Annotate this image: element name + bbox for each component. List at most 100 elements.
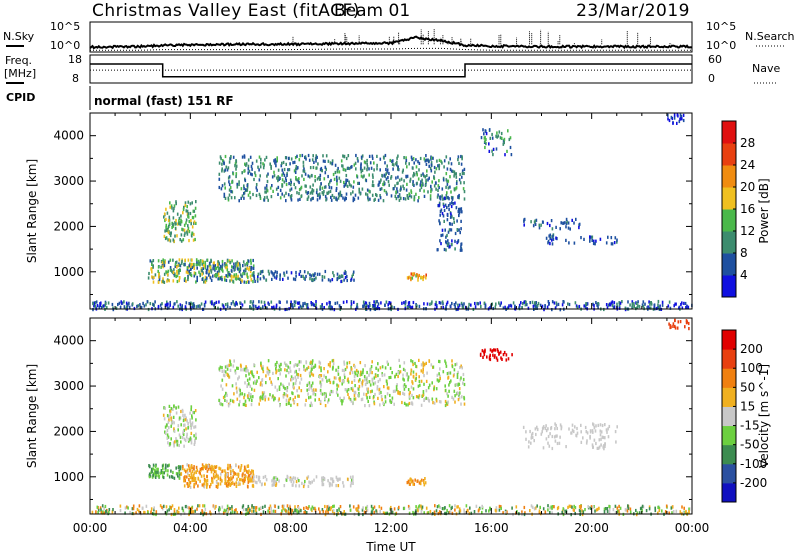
range-cell bbox=[157, 269, 159, 273]
range-cell bbox=[384, 395, 387, 399]
range-cell bbox=[230, 471, 233, 475]
range-cell bbox=[552, 237, 555, 241]
range-cell bbox=[119, 504, 122, 508]
range-cell bbox=[371, 173, 374, 177]
range-cell bbox=[361, 154, 364, 158]
range-cell bbox=[413, 195, 416, 199]
range-cell bbox=[265, 190, 267, 194]
range-cell bbox=[184, 479, 186, 483]
range-cell bbox=[341, 379, 344, 383]
range-cell bbox=[658, 506, 661, 511]
range-cell bbox=[292, 398, 295, 402]
range-cell bbox=[554, 439, 557, 443]
range-cell bbox=[239, 388, 241, 392]
range-cell bbox=[183, 476, 185, 480]
range-cell bbox=[188, 478, 190, 482]
range-cell bbox=[464, 305, 467, 309]
range-cell bbox=[403, 392, 406, 396]
range-cell bbox=[438, 158, 441, 162]
range-cell bbox=[461, 366, 463, 370]
range-cell bbox=[449, 215, 452, 219]
range-cell bbox=[374, 197, 376, 201]
range-cell bbox=[111, 510, 114, 514]
range-cell bbox=[186, 463, 188, 467]
range-cell bbox=[578, 222, 581, 226]
range-cell bbox=[391, 162, 394, 166]
range-cell bbox=[323, 367, 325, 371]
range-cell bbox=[560, 427, 563, 431]
range-cell bbox=[366, 508, 369, 512]
range-cell bbox=[295, 484, 297, 488]
range-cell bbox=[147, 511, 149, 515]
range-cell bbox=[259, 398, 262, 402]
range-cell bbox=[595, 424, 597, 428]
range-cell bbox=[385, 177, 388, 181]
range-cell bbox=[674, 324, 676, 329]
range-cell bbox=[231, 190, 234, 194]
range-cell bbox=[129, 510, 131, 515]
range-cell bbox=[335, 175, 338, 179]
range-cell bbox=[292, 376, 295, 381]
range-cell bbox=[274, 504, 276, 509]
range-cell bbox=[234, 267, 236, 271]
range-cell bbox=[409, 478, 411, 482]
range-cell bbox=[226, 364, 229, 368]
range-cell bbox=[391, 396, 394, 400]
range-cell bbox=[382, 401, 384, 405]
range-cell bbox=[198, 470, 201, 474]
range-cell bbox=[329, 391, 332, 395]
range-cell bbox=[398, 194, 401, 198]
range-cell bbox=[335, 391, 338, 395]
range-cell bbox=[672, 510, 675, 514]
range-cell bbox=[393, 306, 396, 310]
range-cell bbox=[148, 271, 150, 276]
range-cell bbox=[245, 365, 247, 369]
range-cell bbox=[234, 303, 236, 307]
range-cell bbox=[92, 302, 94, 306]
range-cell bbox=[251, 167, 253, 171]
range-cell bbox=[169, 442, 171, 446]
range-cell bbox=[238, 182, 240, 187]
range-cell bbox=[616, 506, 619, 510]
range-cell bbox=[202, 504, 204, 508]
range-cell bbox=[395, 388, 398, 392]
range-cell bbox=[175, 202, 177, 206]
range-cell bbox=[273, 482, 276, 487]
range-cell bbox=[173, 508, 176, 512]
range-cell bbox=[250, 164, 253, 169]
range-cell bbox=[178, 216, 181, 220]
range-cell bbox=[559, 423, 562, 427]
range-cell bbox=[165, 236, 168, 240]
range-cell bbox=[175, 437, 177, 441]
range-cell bbox=[182, 207, 185, 212]
range-cell bbox=[420, 180, 422, 184]
range-cell bbox=[193, 467, 195, 471]
range-cell bbox=[476, 301, 478, 306]
range-cell bbox=[671, 511, 673, 515]
range-cell bbox=[235, 273, 238, 277]
range-cell bbox=[533, 507, 536, 511]
range-cell bbox=[524, 511, 526, 515]
range-cell bbox=[350, 367, 353, 371]
range-cell bbox=[181, 259, 183, 263]
range-cell bbox=[425, 158, 428, 162]
range-cell bbox=[248, 511, 250, 515]
range-cell bbox=[301, 481, 303, 485]
range-cell bbox=[244, 367, 247, 371]
range-cell bbox=[458, 387, 461, 391]
range-cell bbox=[243, 396, 245, 400]
range-cell bbox=[361, 187, 364, 191]
range-cell bbox=[263, 198, 266, 202]
range-cell bbox=[336, 168, 339, 173]
range-cell bbox=[219, 507, 221, 511]
range-cell bbox=[364, 382, 367, 386]
range-cell bbox=[319, 305, 322, 309]
range-cell bbox=[184, 262, 186, 267]
range-cell bbox=[417, 177, 420, 181]
range-cell bbox=[186, 268, 189, 272]
range-cell bbox=[190, 426, 192, 430]
range-cell bbox=[329, 161, 332, 165]
range-cell bbox=[259, 194, 261, 198]
range-cell bbox=[318, 360, 321, 364]
